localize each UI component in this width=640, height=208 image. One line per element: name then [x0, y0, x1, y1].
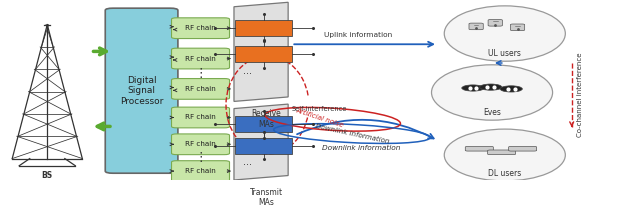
Circle shape — [500, 86, 522, 92]
Text: ...: ... — [243, 66, 252, 76]
Text: RF chain: RF chain — [185, 114, 216, 120]
Text: Downlink information: Downlink information — [322, 145, 401, 151]
Text: Co-channel interference: Co-channel interference — [577, 52, 583, 136]
Bar — [235, 138, 292, 154]
FancyBboxPatch shape — [172, 79, 230, 99]
Text: UL users: UL users — [488, 49, 521, 58]
FancyBboxPatch shape — [511, 24, 525, 31]
FancyBboxPatch shape — [172, 48, 230, 69]
FancyBboxPatch shape — [488, 20, 502, 26]
Bar — [235, 20, 292, 36]
Text: Downlink information: Downlink information — [314, 123, 389, 144]
FancyBboxPatch shape — [488, 150, 516, 155]
Text: Receive
MAs: Receive MAs — [252, 109, 282, 129]
Text: ⋮: ⋮ — [195, 67, 207, 80]
Text: Digital
Signal
Processor: Digital Signal Processor — [120, 76, 163, 106]
Bar — [235, 46, 292, 62]
Ellipse shape — [444, 6, 565, 61]
FancyBboxPatch shape — [105, 8, 178, 173]
Text: Uplink information: Uplink information — [324, 32, 392, 38]
Text: ...: ... — [243, 157, 252, 167]
FancyBboxPatch shape — [172, 18, 230, 38]
Text: Artificial noise: Artificial noise — [295, 107, 345, 128]
FancyBboxPatch shape — [172, 161, 230, 181]
FancyBboxPatch shape — [172, 107, 230, 128]
Text: Self-interference: Self-interference — [291, 105, 347, 111]
Text: RF chain: RF chain — [185, 56, 216, 62]
Ellipse shape — [431, 65, 552, 120]
FancyBboxPatch shape — [469, 23, 483, 30]
Text: RF chain: RF chain — [185, 168, 216, 174]
Circle shape — [479, 84, 502, 90]
Text: ⋮: ⋮ — [195, 151, 207, 164]
Ellipse shape — [444, 129, 565, 181]
Bar — [235, 116, 292, 132]
Text: BS: BS — [42, 171, 53, 180]
Text: RF chain: RF chain — [185, 25, 216, 31]
Text: RF chain: RF chain — [185, 141, 216, 147]
Polygon shape — [234, 104, 288, 180]
Polygon shape — [234, 2, 288, 102]
Text: RF chain: RF chain — [185, 86, 216, 92]
FancyBboxPatch shape — [172, 134, 230, 155]
FancyBboxPatch shape — [509, 146, 537, 151]
Circle shape — [462, 85, 484, 91]
FancyBboxPatch shape — [465, 146, 493, 151]
Text: DL users: DL users — [488, 169, 522, 178]
Text: Eves: Eves — [483, 108, 501, 117]
Text: Transmit
MAs: Transmit MAs — [250, 188, 283, 207]
